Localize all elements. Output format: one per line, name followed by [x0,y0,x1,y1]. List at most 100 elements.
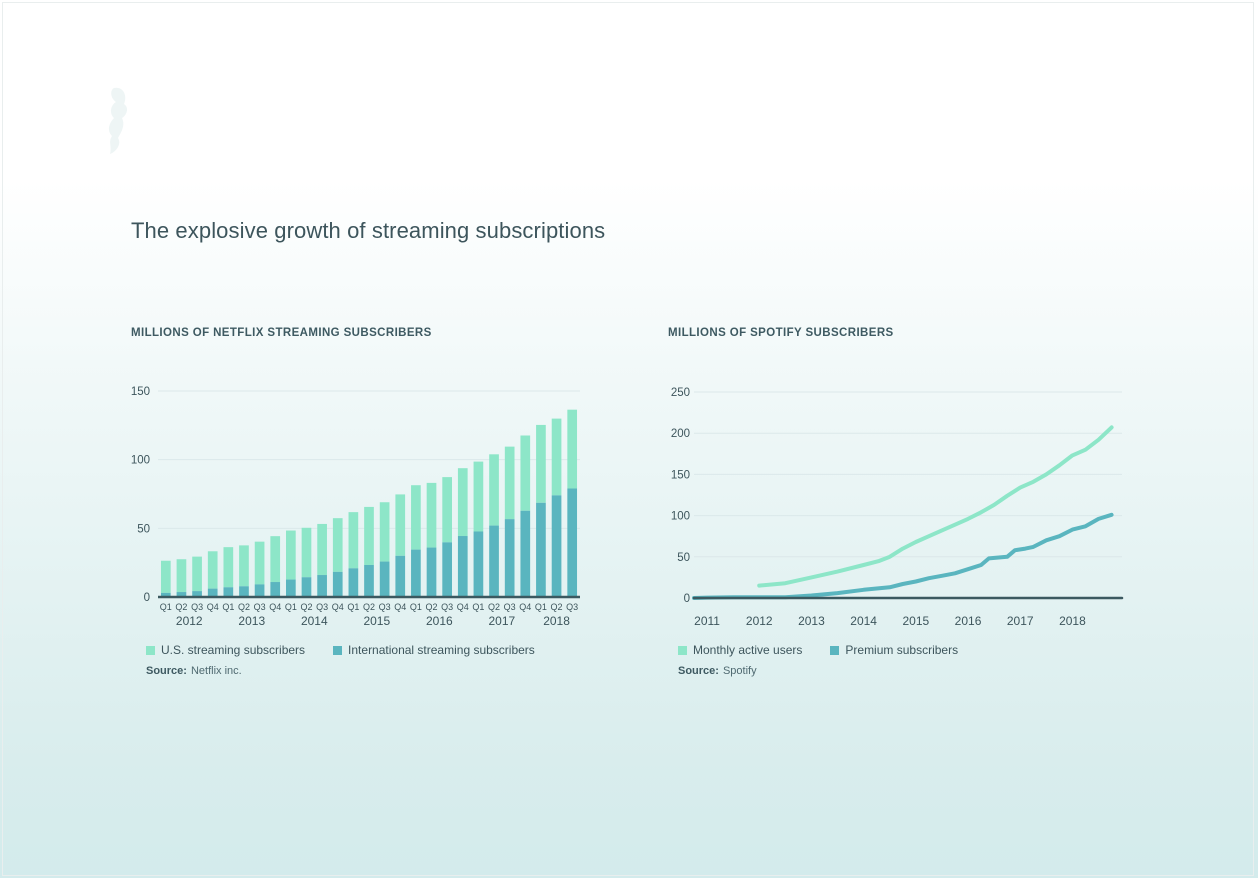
bar-us [332,518,343,572]
y-tick-label: 150 [671,469,690,481]
year-label: 2013 [238,614,265,628]
bar-international [489,525,499,597]
y-tick-label: 0 [144,592,150,604]
bar-international [160,592,171,597]
bar-us [551,418,562,496]
netflix-source: Source: Netflix inc. [146,665,242,677]
logo-watermark-icon [108,87,128,154]
bar-international [270,582,281,597]
bar-international [379,561,390,597]
line-monthly-active-users [757,425,1114,588]
x-tick-label: Q2 [238,602,250,612]
x-tick-label: Q2 [551,602,563,612]
x-tick-label: Q3 [504,602,516,612]
bar-international [442,542,452,597]
bar-us [395,494,406,556]
x-tick-label: Q1 [160,602,172,612]
bar-international [520,510,531,597]
netflix-source-label: Source: [146,665,187,677]
x-tick-label: Q1 [285,602,297,612]
legend-item-international: International streaming subscribers [333,643,535,657]
x-tick-label: Q1 [222,602,234,612]
x-tick-label: Q2 [426,602,438,612]
y-tick-label: 0 [684,593,690,605]
bar-us [473,461,484,532]
x-tick-label: Q3 [441,602,453,612]
x-tick-label: Q3 [566,602,578,612]
bar-us [567,409,578,489]
bar-us [160,560,171,593]
bar-us [286,530,296,580]
legend-swatch-us [146,645,155,655]
legend-item-premium: Premium subscribers [830,643,958,657]
bar-us [426,482,437,548]
bar-us [270,536,281,583]
netflix-source-value: Netflix inc. [190,665,242,677]
x-tick-label: Q1 [410,602,422,612]
x-tick-label: Q2 [175,602,187,612]
spotify-source-label: Source: [678,665,719,677]
x-tick-label: Q1 [347,602,359,612]
bar-us [457,468,468,537]
legend-label-premium: Premium subscribers [845,643,959,657]
legend-swatch-premium [830,645,840,655]
bar-us [192,556,202,592]
spotify-legend: Monthly active users Premium subscribers [678,643,986,657]
spotify-chart-title: MILLIONS OF SPOTIFY SUBSCRIBERS [668,327,894,339]
bar-international [332,571,343,597]
spotify-source: Source: Spotify [678,665,757,677]
bar-international [207,588,218,597]
bar-international [348,568,359,597]
spotify-line-chart: 0 50 100 150 200 250 2011 2012 2013 2014 2015 2016 2… [671,387,1124,628]
bar-us [223,547,234,588]
year-label: 2017 [489,614,516,628]
legend-item-mau: Monthly active users [678,643,802,657]
legend-label-us: U.S. streaming subscribers [161,643,306,657]
x-tick-label: Q1 [535,602,547,612]
bar-us [379,502,390,562]
x-tick-label: Q3 [254,602,266,612]
bar-us [504,446,515,520]
bar-international [473,531,484,597]
x-tick-label: 2013 [798,614,825,628]
bar-international [504,519,515,597]
legend-item-us: U.S. streaming subscribers [146,643,305,657]
bar-us [520,435,531,511]
bar-us [364,506,374,566]
bar-us [536,424,546,503]
bar-us [411,485,421,550]
bar-international [223,587,234,597]
bar-international [192,591,202,597]
bar-international [286,579,296,597]
y-tick-label: 100 [671,511,690,523]
x-tick-label: 2011 [694,614,720,628]
x-tick-label: Q4 [332,602,344,612]
bar-us [176,559,187,593]
spotify-source-value: Spotify [722,665,757,677]
legend-swatch-mau [678,645,687,655]
legend-swatch-international [333,645,343,655]
y-tick-label: 200 [671,428,690,440]
netflix-chart-title: MILLIONS OF NETFLIX STREAMING SUBSCRIBER… [131,327,432,339]
bar-international [457,536,468,597]
y-tick-label: 150 [131,386,150,398]
x-tick-label: Q1 [472,602,484,612]
bar-international [411,549,421,597]
x-tick-label: Q3 [316,602,328,612]
bar-international [536,502,546,597]
bar-us [442,477,452,543]
x-tick-label: Q3 [191,602,203,612]
legend-label-international: International streaming subscribers [348,643,535,657]
x-tick-label: Q4 [269,602,281,612]
bar-international [395,555,406,597]
bar-us [239,545,249,587]
x-tick-label: 2016 [955,614,982,628]
page-title: The explosive growth of streaming subscr… [131,218,606,243]
bar-international [317,575,327,597]
year-label: 2012 [176,614,203,628]
bar-international [567,488,578,597]
bar-us [317,523,327,576]
bar-international [254,584,265,597]
y-tick-label: 250 [671,387,690,399]
